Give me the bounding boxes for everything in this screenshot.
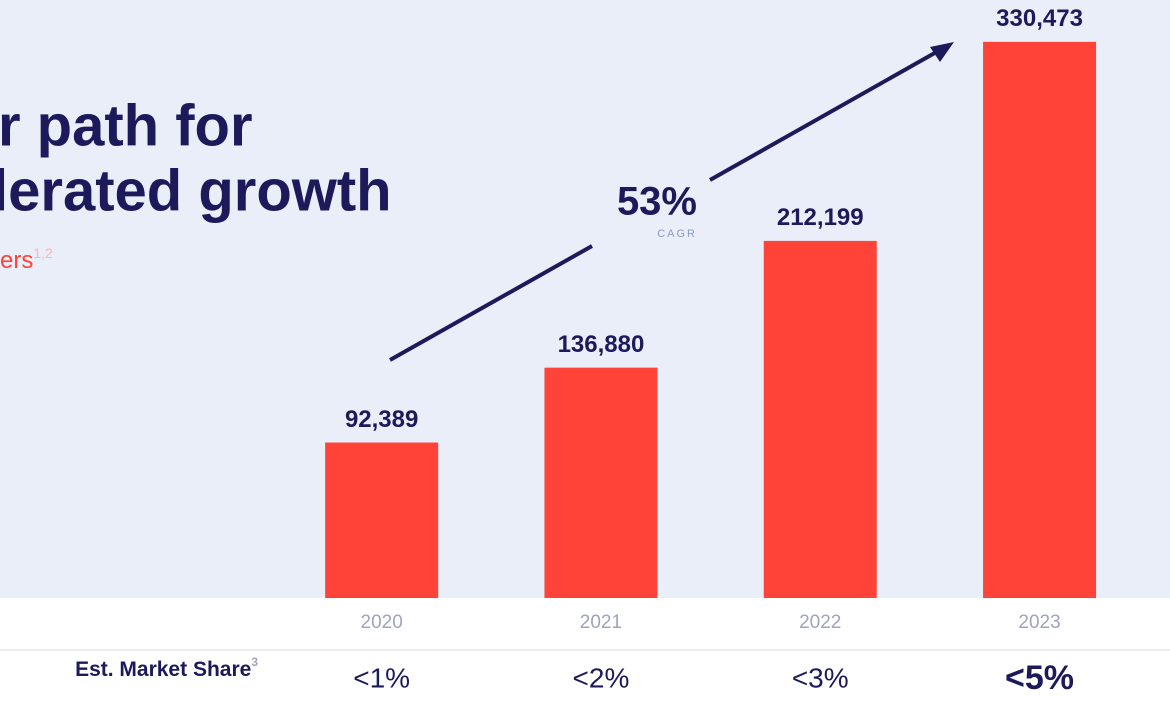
arrow-head [930,42,954,62]
data-label: 330,473 [996,5,1083,32]
cagr-caption: CAGR [657,228,697,240]
market-share: <5% [1005,659,1074,697]
table-label-text: Est. Market Share [75,658,251,681]
cagr-value: 53% [617,180,697,224]
bar [763,240,877,598]
data-label: 136,880 [558,331,645,358]
market-share: <1% [353,662,410,693]
bar [544,367,658,598]
bar [325,442,439,598]
data-label: 92,389 [345,406,418,433]
table-label: Est. Market Share3 [75,655,258,680]
bar [983,41,1097,599]
cagr-arrow [389,244,593,362]
market-share: <2% [573,662,630,693]
title-line: r path for [0,93,253,158]
x-tick-label: 2020 [361,612,403,633]
cagr-arrow [709,48,941,182]
x-tick-label: 2021 [580,612,622,633]
table-note: 3 [251,655,258,669]
title-line: lerated growth [0,158,392,223]
subtitle-note: 1,2 [33,245,53,261]
subtitle-text: ers [0,247,33,274]
x-tick-label: 2022 [799,612,841,633]
market-share: <3% [792,662,849,693]
x-tick-label: 2023 [1018,612,1060,633]
subtitle: ers1,2 [0,245,53,275]
data-label: 212,199 [777,204,864,231]
